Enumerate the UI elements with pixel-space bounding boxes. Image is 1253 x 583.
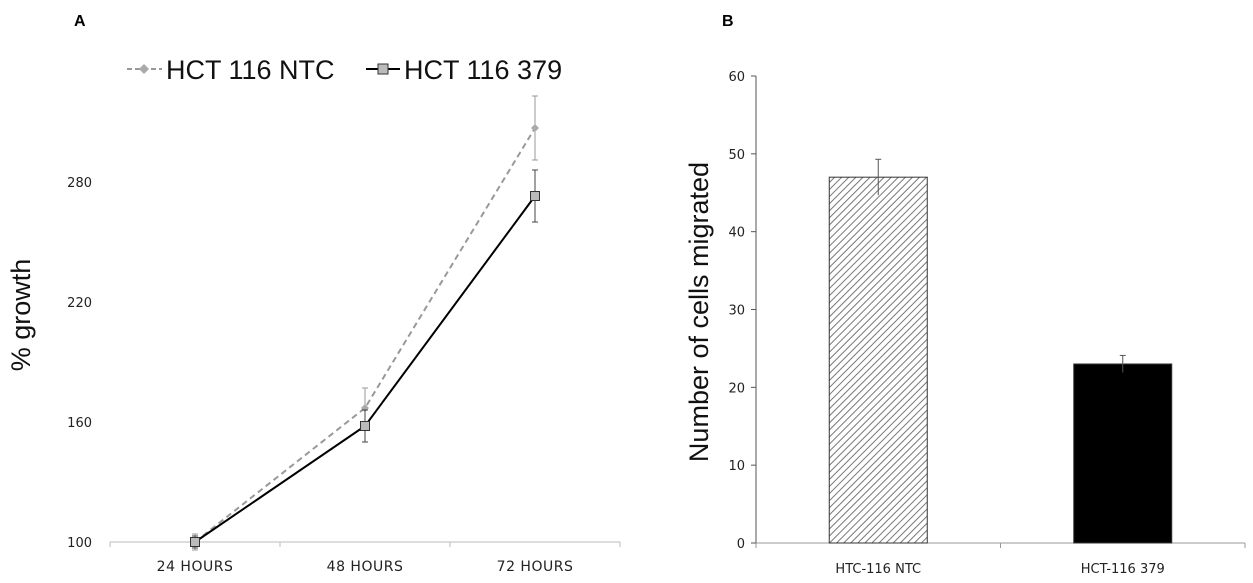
y-tick-label-a: 160 [67, 416, 92, 431]
data-point-ntc [531, 124, 539, 132]
y-tick-label-b: 20 [728, 381, 745, 396]
y-axis-label-b: Number of cells migrated [684, 162, 714, 462]
y-tick-label-b: 30 [728, 304, 745, 319]
x-tick-label-b: HCT-116 379 [1081, 562, 1165, 577]
panel-a-label: A [74, 13, 86, 30]
y-tick-label-a: 220 [67, 296, 92, 311]
legend-a: HCT 116 NTC HCT 116 379 [127, 55, 562, 85]
x-tick-label-b: HTC-116 NTC [835, 562, 921, 577]
y-axis-label-a: % growth [6, 259, 36, 372]
x-tick-label-a: 24 HOURS [157, 559, 234, 575]
panel-a-growth-chart: A HCT 116 NTC HCT 116 379 % growth 100 16… [6, 13, 621, 575]
legend-diamond-icon [139, 64, 149, 74]
legend-square-icon [377, 63, 389, 75]
bar-0 [828, 176, 928, 544]
y-tick-label-b: 10 [728, 459, 745, 474]
y-tick-label-b: 40 [728, 226, 745, 241]
x-tick-label-a: 48 HOURS [327, 559, 404, 575]
data-point-379 [530, 191, 540, 201]
data-point-379 [190, 537, 200, 547]
y-tick-label-b: 0 [737, 537, 745, 552]
series-line-1 [194, 195, 536, 543]
panel-b-migration-chart: B Number of cells migrated 0 10 20 30 40 50 60… [684, 13, 1246, 577]
legend-379: HCT 116 379 [404, 55, 562, 85]
legend-ntc: HCT 116 NTC [166, 55, 335, 85]
y-tick-label-b: 50 [728, 148, 745, 163]
data-point-379 [360, 421, 370, 431]
y-tick-label-b: 60 [728, 70, 745, 85]
bar-1 [1073, 363, 1173, 544]
y-tick-label-a: 280 [67, 176, 92, 191]
y-tick-label-a: 100 [67, 536, 92, 551]
x-tick-label-a: 72 HOURS [497, 559, 574, 575]
panel-b-label: B [722, 13, 734, 30]
series-line-0 [194, 127, 536, 543]
